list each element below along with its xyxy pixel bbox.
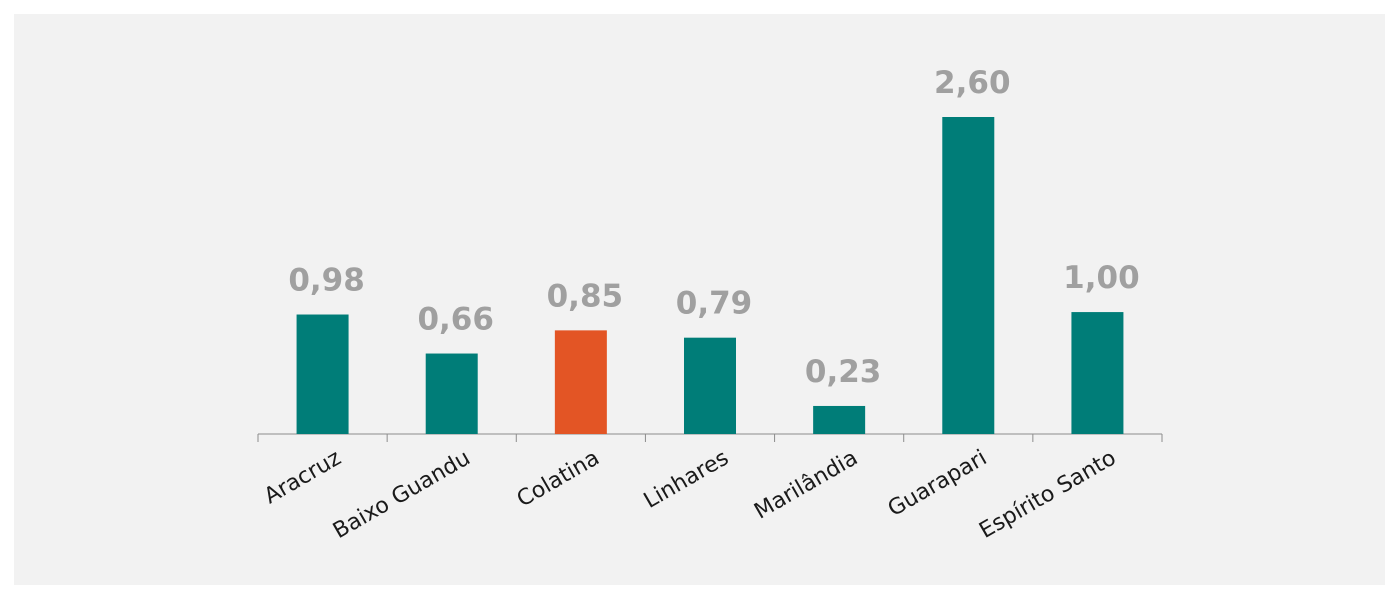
bar [1071, 312, 1124, 434]
bar [813, 405, 866, 434]
bar [684, 337, 736, 434]
value-label: 1,00 [1063, 260, 1140, 296]
value-label: 0,79 [676, 286, 753, 322]
bar [942, 117, 995, 434]
chart-background [14, 14, 1385, 585]
bar [425, 353, 478, 434]
value-label: 0,85 [547, 278, 624, 314]
bar [554, 330, 607, 434]
value-label: 0,66 [417, 302, 494, 338]
value-label: 0,23 [805, 354, 882, 390]
value-label: 2,60 [934, 65, 1011, 101]
value-label: 0,98 [288, 263, 365, 299]
bar [296, 314, 349, 434]
